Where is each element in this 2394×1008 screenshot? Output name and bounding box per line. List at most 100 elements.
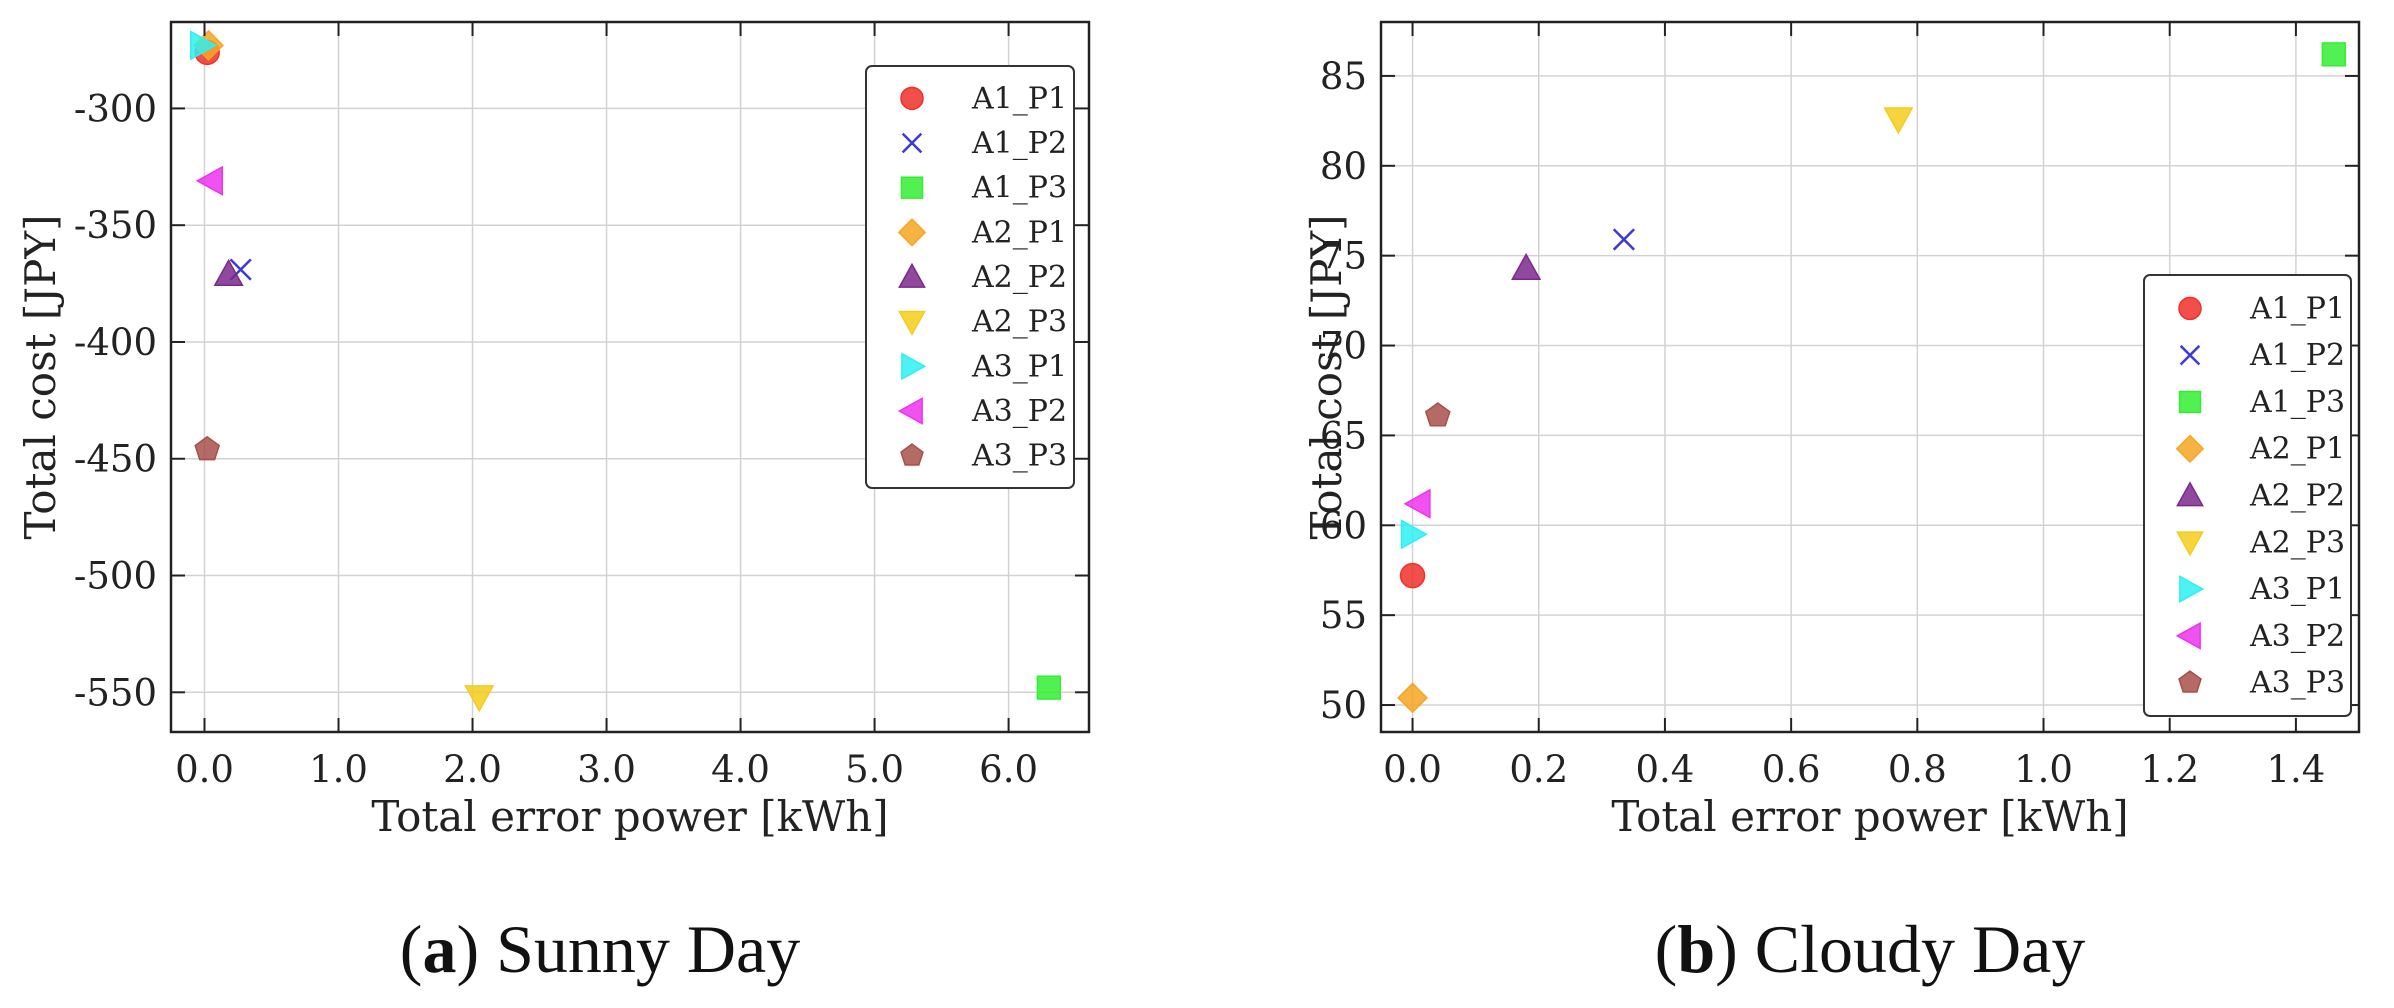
legend-marker-a3-p3 (2178, 670, 2202, 693)
data-points (1397, 42, 2346, 714)
y-tick-label: -300 (74, 87, 157, 130)
data-point-a3-p1 (190, 30, 218, 61)
legend-box (865, 65, 1075, 489)
y-tick-label: 60 (1320, 504, 1367, 547)
y-tick-label: 75 (1320, 235, 1367, 278)
axis-ticks: 0.0 0.2 0.4 0.6 0.8 1.0 1.2 1.4 50 55 60 65 70 75 80 85 (1320, 22, 2359, 791)
caption-paren-open: ( (1655, 911, 1678, 987)
x-tick-label: 4.0 (711, 748, 770, 791)
y-axis-label: Total cost [JPY] (1302, 215, 1351, 540)
data-point-a3-p2 (195, 165, 223, 196)
legend-entry-label: A1_P3 (2249, 385, 2345, 420)
legend-marker-a2-p1 (897, 218, 927, 247)
x-tick-label: 1.0 (309, 748, 368, 791)
x-tick-label: 0.2 (1509, 748, 1568, 791)
legend-marker-a2-p3 (2176, 531, 2204, 557)
legend-entry-label: A3_P2 (971, 394, 1067, 429)
y-tick-label: 50 (1320, 684, 1367, 727)
data-point-a2-p2 (1511, 252, 1542, 281)
x-tick-label: 0.0 (175, 748, 234, 791)
legend-entry-label: A3_P1 (2249, 572, 2345, 607)
legend-marker-a3-p1 (2179, 575, 2205, 603)
plot-frame (169, 20, 1091, 734)
data-points (190, 29, 1061, 713)
legend-marker-a3-p2 (2175, 621, 2201, 650)
panel-label: a (422, 911, 456, 987)
data-point-a3-p2 (1403, 488, 1431, 519)
caption-paren-open: ( (400, 911, 423, 987)
legend-entry-label: A3_P3 (971, 439, 1067, 474)
data-point-a1-p3 (1036, 675, 1061, 700)
panel-cloudy-day: 0.0 0.2 0.4 0.6 0.8 1.0 1.2 1.4 50 55 60 65 70 75 80 85… (1302, 20, 2361, 987)
y-tick-label: -350 (74, 204, 157, 247)
x-tick-label: 0.4 (1636, 748, 1695, 791)
data-point-a2-p2 (213, 258, 244, 287)
x-tick-label: 1.4 (2266, 748, 2325, 791)
x-tick-label: 0.8 (1888, 748, 1947, 791)
grid-lines (1381, 22, 2359, 732)
legend-entry-label: A2_P1 (2249, 432, 2345, 467)
data-point-a2-p3 (464, 685, 495, 713)
legend-entry-label: A1_P2 (971, 126, 1067, 161)
legend-marker-a1-p2 (901, 132, 923, 154)
y-tick-label: 55 (1320, 594, 1367, 637)
plot-frame (1379, 20, 2361, 734)
legend-marker-a1-p3 (2178, 390, 2202, 414)
legend-entry-label: A2_P3 (2249, 525, 2345, 560)
panel-label: b (1677, 911, 1715, 987)
data-point-a1-p2 (1612, 228, 1636, 251)
legend-marker-a2-p1 (2175, 434, 2205, 463)
legend-marker-a1-p1 (900, 86, 924, 111)
legend-marker-a2-p3 (898, 310, 926, 336)
legend-marker-a3-p3 (900, 443, 924, 466)
legend-marker-a1-p2 (2179, 344, 2201, 366)
legend-marker-a3-p2 (897, 397, 923, 425)
legend-entry-label: A1_P2 (2249, 338, 2345, 373)
legend-entry-label: A3_P2 (2249, 619, 2345, 654)
data-point-a3-p3 (194, 435, 221, 461)
data-point-a2-p1 (1397, 682, 1429, 714)
legend-entry-label: A1_P3 (971, 171, 1067, 206)
y-tick-label: -550 (74, 671, 157, 714)
x-tick-label: 5.0 (845, 748, 904, 791)
y-tick-label: 80 (1320, 145, 1367, 188)
y-tick-label: 85 (1320, 55, 1367, 98)
legend-entry-label: A3_P3 (2249, 666, 2345, 701)
legend-entry-label: A3_P1 (971, 349, 1067, 384)
legend-marker-a1-p1 (2178, 296, 2202, 321)
data-point-a3-p3 (1424, 402, 1451, 427)
caption-paren-close: ) (456, 911, 496, 987)
y-tick-label: 65 (1320, 414, 1367, 457)
legend-marker-a3-p1 (901, 352, 927, 381)
panel-caption: (b) Cloudy Day (1655, 911, 2086, 987)
x-tick-label: 1.0 (2014, 748, 2073, 791)
data-point-a3-p1 (1400, 519, 1428, 550)
legend: A1_P1 A1_P2 A1_P3 A2_P1 A2_P2 A2_P3 A3_P1 A3_P2… (865, 65, 1075, 489)
legend-entry-label: A1_P1 (971, 81, 1067, 116)
legend: A1_P1 A1_P2 A1_P3 A2_P1 A2_P2 A2_P3 A3_P1 A3_P2… (2143, 274, 2352, 717)
y-tick-label: -500 (74, 555, 157, 598)
x-tick-label: 3.0 (577, 748, 636, 791)
x-tick-label: 2.0 (443, 748, 502, 791)
axis-ticks: 0.0 1.0 2.0 3.0 4.0 5.0 6.0 -300 -350 -400 -450 -50… (74, 22, 1089, 791)
y-tick-label: -400 (74, 321, 157, 364)
data-point-a2-p3 (1883, 107, 1914, 135)
caption-title: Cloudy Day (1755, 911, 2086, 987)
legend-entry-label: A2_P2 (2249, 479, 2345, 514)
panel-caption: (a) Sunny Day (400, 911, 800, 987)
y-tick-label: 70 (1320, 325, 1367, 368)
x-tick-label: 6.0 (979, 748, 1038, 791)
legend-entry-label: A2_P2 (971, 260, 1067, 295)
legend-marker-a2-p2 (2176, 481, 2204, 507)
x-tick-label: 1.2 (2140, 748, 2199, 791)
x-tick-label: 0.0 (1383, 748, 1442, 791)
x-axis-label: Total error power [kWh] (1611, 792, 2128, 841)
caption-paren-close: ) (1715, 911, 1755, 987)
panel-sunny-day: 0.0 1.0 2.0 3.0 4.0 5.0 6.0 -300 -350 -400 -450 -50… (16, 20, 1091, 987)
legend-marker-a1-p3 (900, 176, 924, 199)
x-tick-label: 0.6 (1762, 748, 1821, 791)
legend-box (2143, 274, 2352, 717)
y-axis-label: Total cost [JPY] (16, 215, 65, 540)
y-tick-label: -450 (74, 438, 157, 481)
